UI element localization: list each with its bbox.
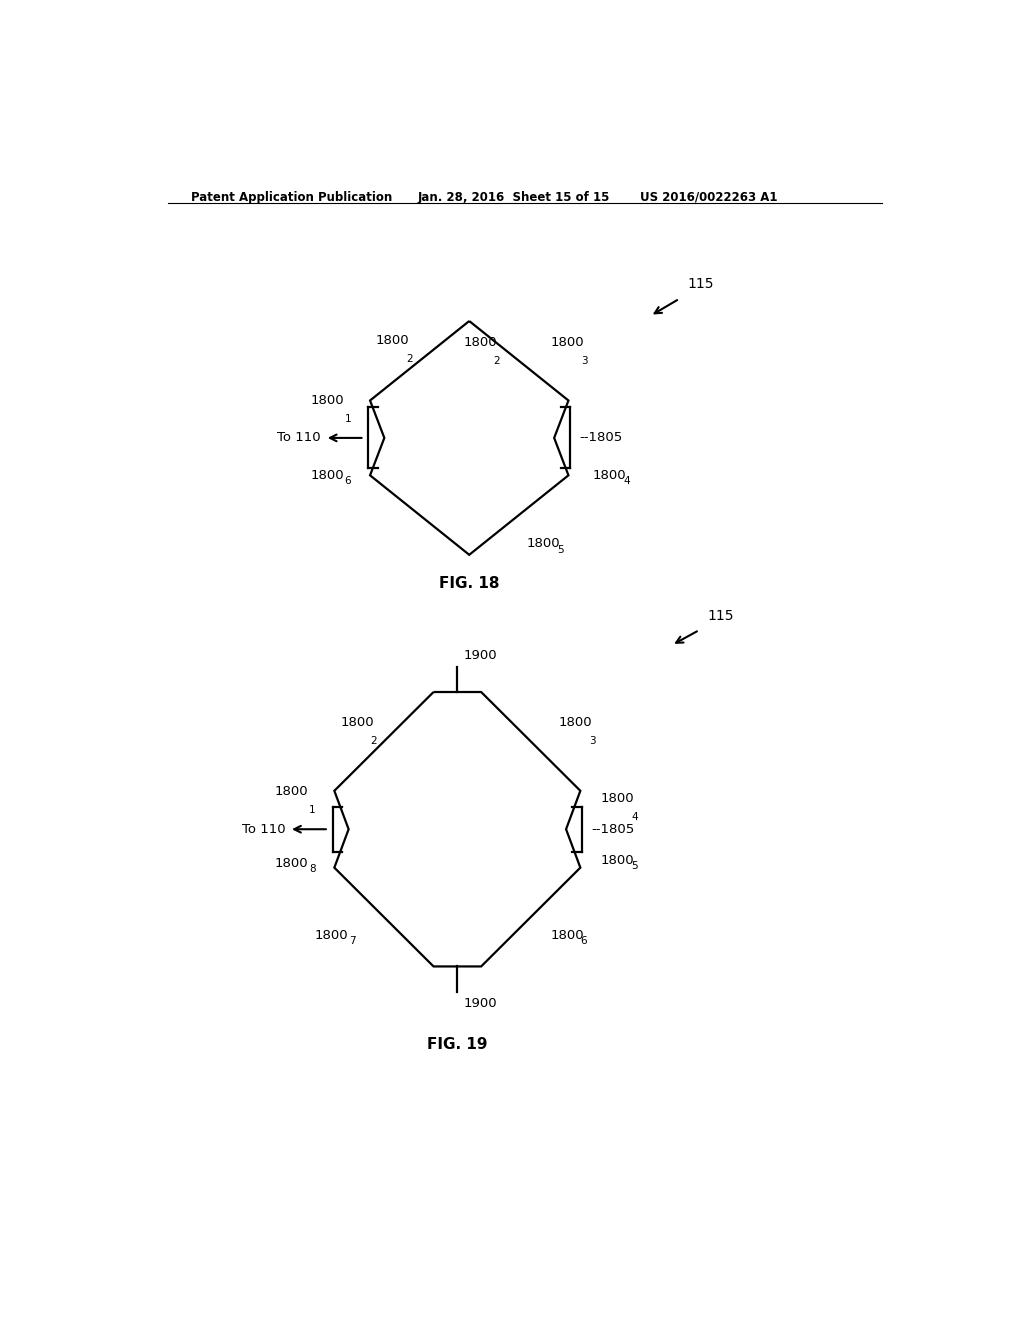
Text: Patent Application Publication: Patent Application Publication	[191, 191, 393, 203]
Text: 2: 2	[494, 355, 500, 366]
Text: 1800: 1800	[551, 929, 585, 942]
Text: 4: 4	[624, 477, 630, 486]
Text: 1900: 1900	[464, 648, 498, 661]
Text: Jan. 28, 2016  Sheet 15 of 15: Jan. 28, 2016 Sheet 15 of 15	[418, 191, 610, 203]
Text: 1800: 1800	[601, 792, 635, 805]
Text: 115: 115	[687, 276, 714, 290]
Text: 6: 6	[345, 477, 351, 486]
Text: 1800: 1800	[274, 785, 308, 797]
Text: 6: 6	[581, 936, 588, 946]
Text: 3: 3	[581, 355, 588, 366]
Text: 2: 2	[407, 354, 413, 363]
Text: FIG. 18: FIG. 18	[439, 576, 500, 591]
Text: 1800: 1800	[551, 335, 585, 348]
Text: 1800: 1800	[376, 334, 410, 347]
Text: 5: 5	[557, 545, 563, 554]
Text: 1800: 1800	[593, 469, 627, 482]
Text: 1800: 1800	[314, 929, 348, 942]
Text: 1800: 1800	[274, 857, 308, 870]
Text: US 2016/0022263 A1: US 2016/0022263 A1	[640, 191, 777, 203]
Text: To 110: To 110	[242, 822, 285, 836]
Text: 8: 8	[309, 863, 315, 874]
Text: 2: 2	[371, 737, 377, 746]
Text: --1805: --1805	[580, 432, 623, 445]
Text: 1800: 1800	[310, 393, 344, 407]
Text: 1900: 1900	[464, 997, 498, 1010]
Text: 5: 5	[631, 861, 638, 871]
Text: --1805: --1805	[592, 822, 635, 836]
Text: 1800: 1800	[463, 335, 497, 348]
Text: 1800: 1800	[601, 854, 635, 866]
Text: FIG. 19: FIG. 19	[427, 1038, 487, 1052]
Text: 1800: 1800	[340, 717, 374, 729]
Text: 4: 4	[631, 812, 638, 822]
Text: 3: 3	[589, 737, 595, 746]
Text: 115: 115	[708, 609, 734, 623]
Text: 1: 1	[345, 414, 351, 424]
Text: 1: 1	[309, 805, 315, 814]
Text: 1800: 1800	[526, 537, 560, 550]
Text: 1800: 1800	[310, 469, 344, 482]
Text: 1800: 1800	[558, 717, 592, 729]
Text: To 110: To 110	[278, 432, 321, 445]
Text: 7: 7	[349, 936, 355, 946]
